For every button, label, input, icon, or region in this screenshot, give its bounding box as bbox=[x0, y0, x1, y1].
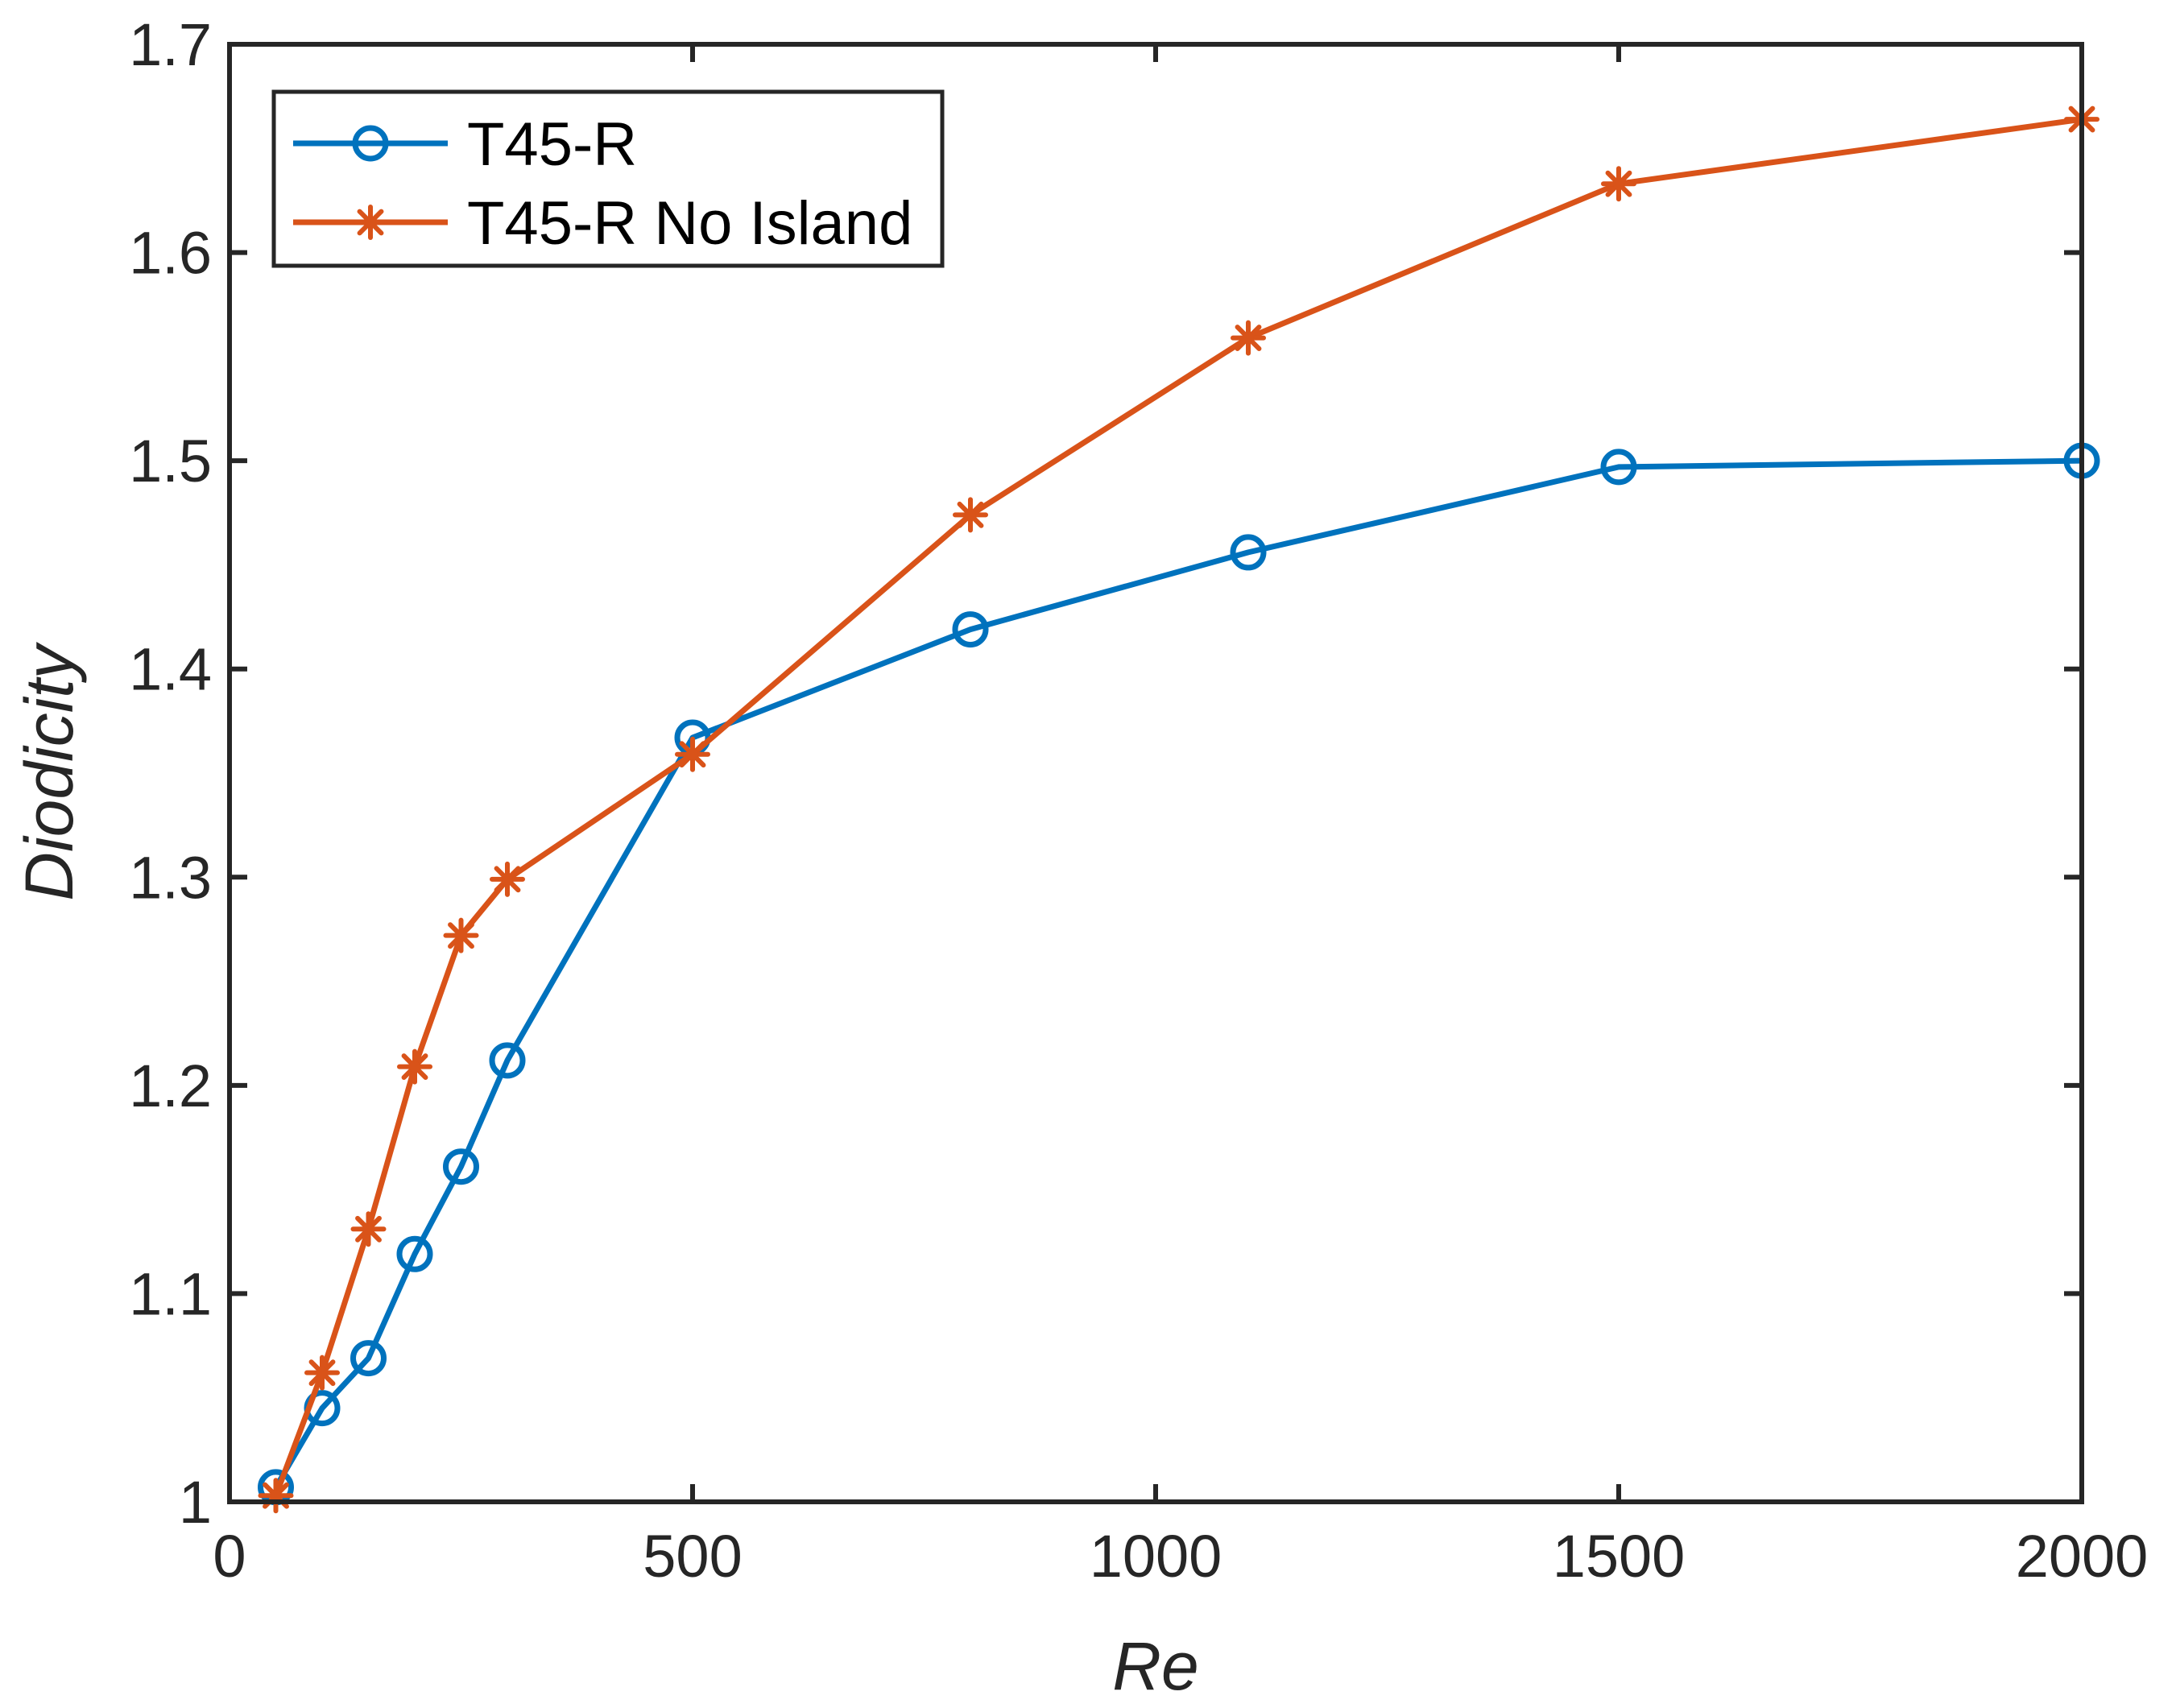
y-tick-label: 1.5 bbox=[129, 428, 212, 494]
asterisk-center bbox=[965, 509, 976, 521]
x-tick-label: 500 bbox=[643, 1523, 742, 1590]
legend: T45-R T45-R No Island bbox=[271, 89, 945, 268]
data-point bbox=[396, 1235, 433, 1272]
asterisk-center bbox=[270, 1490, 282, 1502]
legend-label-t45-r: T45-R bbox=[467, 110, 637, 179]
data-point bbox=[350, 1211, 387, 1247]
plot-series bbox=[258, 101, 2100, 1514]
x-tick-label: 1500 bbox=[1553, 1523, 1686, 1590]
legend-marker bbox=[353, 205, 388, 240]
y-tick-label: 1.3 bbox=[129, 844, 212, 911]
asterisk-center bbox=[365, 217, 376, 228]
x-axis: 0 500 1000 1500 2000 bbox=[213, 44, 2148, 1590]
legend-label-t45-r-no-island: T45-R No Island bbox=[467, 189, 912, 258]
data-point bbox=[1230, 534, 1267, 571]
legend-box bbox=[271, 89, 945, 268]
data-point bbox=[490, 861, 525, 897]
y-axis: 1 1.1 1.2 1.3 1.4 1.5 1.6 1.7 bbox=[129, 11, 2082, 1536]
data-point bbox=[675, 736, 710, 772]
data-point bbox=[443, 1148, 479, 1185]
x-tick-label: 2000 bbox=[2016, 1523, 2149, 1590]
data-point bbox=[443, 917, 479, 953]
y-axis-title: Diodicity bbox=[11, 641, 87, 900]
data-point bbox=[304, 1354, 340, 1391]
data-point bbox=[1600, 449, 1637, 486]
y-tick-label: 1.1 bbox=[129, 1260, 212, 1327]
plot-area-frame bbox=[227, 42, 2084, 1504]
data-point bbox=[350, 1340, 387, 1377]
y-tick-label: 1.7 bbox=[129, 11, 212, 78]
series-line bbox=[273, 457, 2083, 1489]
asterisk-center bbox=[362, 1223, 374, 1235]
y-tick-label: 1.4 bbox=[129, 636, 212, 703]
legend-marker bbox=[352, 125, 389, 162]
asterisk-center bbox=[455, 929, 467, 941]
y-tick-label: 1.2 bbox=[129, 1053, 212, 1119]
asterisk-center bbox=[1243, 332, 1254, 344]
data-point bbox=[1231, 320, 1266, 356]
y-tick-label: 1.6 bbox=[129, 220, 212, 287]
asterisk-center bbox=[409, 1061, 420, 1073]
data-point bbox=[397, 1048, 432, 1085]
asterisk-center bbox=[316, 1367, 328, 1379]
data-point bbox=[258, 1478, 294, 1514]
asterisk-center bbox=[1613, 178, 1624, 190]
x-tick-label: 1000 bbox=[1090, 1523, 1222, 1590]
data-point bbox=[489, 1042, 526, 1079]
x-axis-title: Re bbox=[1112, 1628, 1198, 1704]
y-tick-label: 1 bbox=[179, 1469, 212, 1536]
x-tick-label: 0 bbox=[213, 1523, 246, 1590]
data-point bbox=[952, 611, 989, 648]
asterisk-center bbox=[502, 873, 513, 885]
data-point bbox=[1601, 166, 1636, 202]
asterisk-center bbox=[687, 748, 698, 760]
data-point bbox=[953, 497, 988, 533]
